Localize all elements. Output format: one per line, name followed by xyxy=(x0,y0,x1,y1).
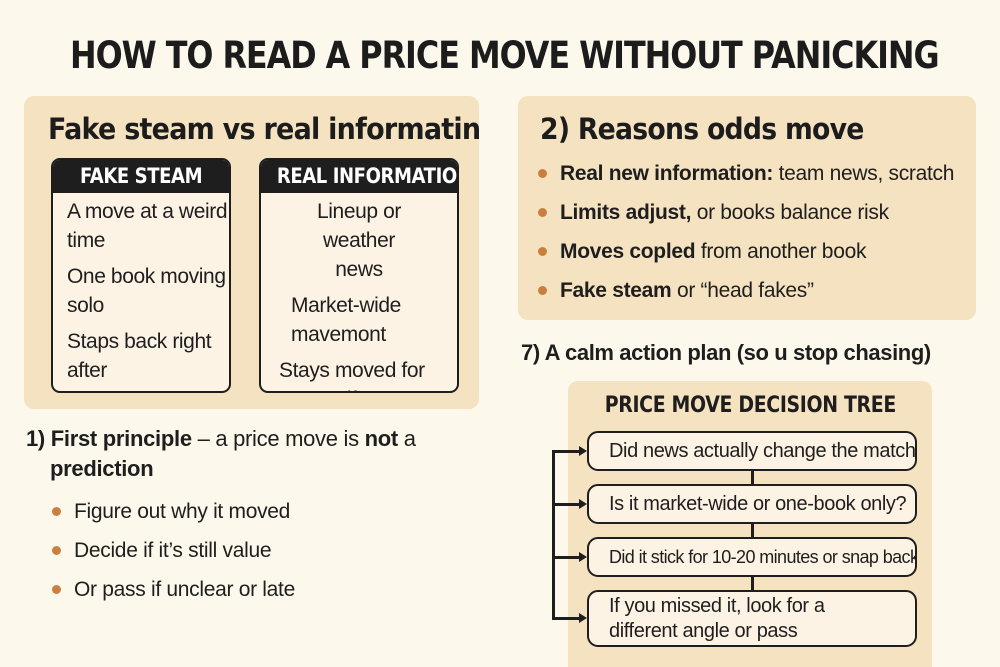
real-information-item: Market-wide mavemont xyxy=(291,294,401,346)
arrow-right-icon xyxy=(579,499,587,509)
fake-steam-card: FAKE STEAM A move at a weird time One bo… xyxy=(51,158,231,393)
decision-node: Is it market-wide or one-book only? xyxy=(587,484,917,524)
reasons-panel: 2) Reasons odds move Real new informatio… xyxy=(518,96,976,320)
decision-node: Did news actually change the match xyxy=(587,431,917,471)
tree-arrow-line xyxy=(552,617,580,620)
action-plan-heading: 7) A calm action plan (so u stop chasing… xyxy=(521,340,931,365)
tree-arrow-line xyxy=(552,503,580,506)
tree-arrow-line xyxy=(552,450,580,453)
tree-link xyxy=(751,470,754,485)
tree-arrow-line xyxy=(552,556,580,559)
real-information-header: REAL INFORMATION xyxy=(261,160,457,193)
arrow-right-icon xyxy=(579,552,587,562)
arrow-right-icon xyxy=(579,613,587,623)
reasons-heading: 2) Reasons odds move xyxy=(540,112,864,146)
reasons-list-item: Real new information: team news, scratch xyxy=(538,154,954,193)
first-principle-item: Or pass if unclear or late xyxy=(52,570,295,609)
page-title: HOW TO READ A PRICE MOVE WITHOUT PANICKI… xyxy=(70,34,940,77)
decision-node: If you missed it, look for a different a… xyxy=(587,590,917,647)
fake-vs-real-panel: Fake steam vs real informatin FAKE STEAM… xyxy=(24,96,481,409)
first-principle-item: Figure out why it moved xyxy=(52,492,295,531)
decision-node: Did it stick for 10-20 minutes or snap b… xyxy=(587,537,917,577)
first-principle-list: Figure out why it moved Decide if it’s s… xyxy=(52,492,295,609)
fake-steam-header: FAKE STEAM xyxy=(53,160,229,193)
decision-tree-title: PRICE MOVE DECISION TREE xyxy=(604,393,896,418)
first-principle-section: 1) First principle – a price move is not… xyxy=(26,424,486,484)
reasons-list-item: Fake steam or “head fakes” xyxy=(538,271,954,310)
fake-steam-item: Staps back right after xyxy=(67,330,212,382)
tree-link xyxy=(751,576,754,591)
tree-link xyxy=(751,523,754,538)
arrow-right-icon xyxy=(579,446,587,456)
fake-steam-item: A move at a weird time xyxy=(67,200,228,252)
fake-vs-real-heading: Fake steam vs real informatin xyxy=(48,112,481,146)
reasons-list-item: Limits adjust, or books balance risk xyxy=(538,193,954,232)
first-principle-heading: 1) First principle – a price move is not… xyxy=(26,426,416,481)
reasons-list-item: Moves copled from another book xyxy=(538,232,954,271)
real-information-card: REAL INFORMATION Lineup or weather news … xyxy=(259,158,459,393)
real-information-item: Lineup or weather news xyxy=(317,200,401,281)
tree-left-rail xyxy=(552,451,555,619)
reasons-list: Real new information: team news, scratch… xyxy=(538,154,954,310)
fake-steam-item: One book moving solo xyxy=(67,265,226,317)
real-information-item: Stays moved for 10+ verify xyxy=(279,359,425,391)
first-principle-item: Decide if it’s still value xyxy=(52,531,295,570)
